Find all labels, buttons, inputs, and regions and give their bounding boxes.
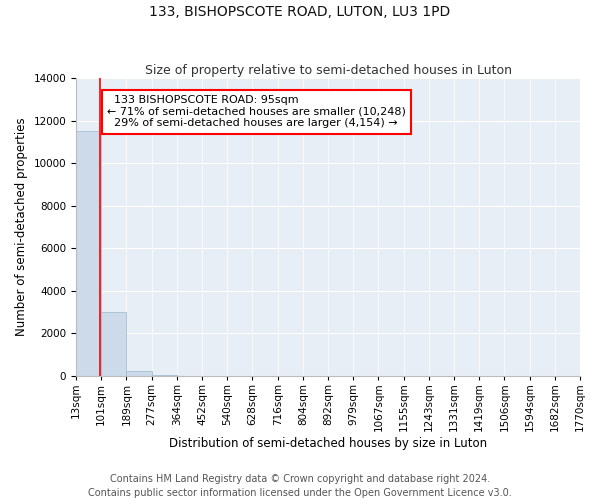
- Text: Contains HM Land Registry data © Crown copyright and database right 2024.
Contai: Contains HM Land Registry data © Crown c…: [88, 474, 512, 498]
- Title: Size of property relative to semi-detached houses in Luton: Size of property relative to semi-detach…: [145, 64, 512, 77]
- Bar: [127, 372, 152, 376]
- X-axis label: Distribution of semi-detached houses by size in Luton: Distribution of semi-detached houses by …: [169, 437, 487, 450]
- Bar: [152, 374, 177, 376]
- Text: 133 BISHOPSCOTE ROAD: 95sqm
← 71% of semi-detached houses are smaller (10,248)
 : 133 BISHOPSCOTE ROAD: 95sqm ← 71% of sem…: [107, 95, 406, 128]
- Bar: [101, 312, 127, 376]
- Y-axis label: Number of semi-detached properties: Number of semi-detached properties: [15, 118, 28, 336]
- Bar: [76, 132, 101, 376]
- Text: 133, BISHOPSCOTE ROAD, LUTON, LU3 1PD: 133, BISHOPSCOTE ROAD, LUTON, LU3 1PD: [149, 5, 451, 19]
